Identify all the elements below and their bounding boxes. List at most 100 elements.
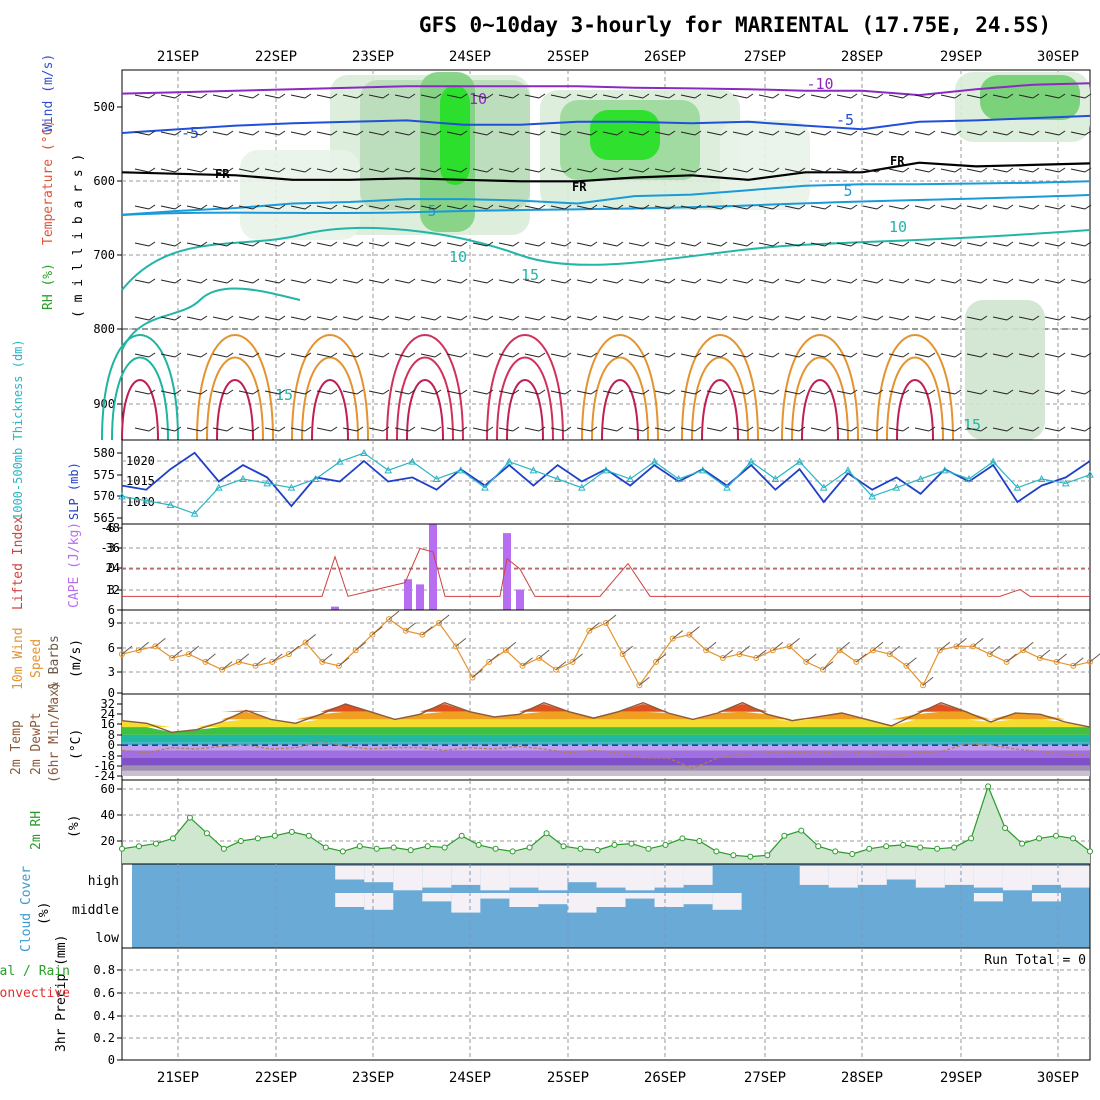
rh-shade [965, 300, 1045, 440]
wind-barb [862, 242, 878, 247]
wind-barb [772, 389, 780, 395]
wind-barb [1044, 168, 1060, 173]
cape-bar [416, 584, 424, 610]
wind-barb [689, 626, 700, 636]
rh-marker [917, 844, 924, 851]
wind-barb [174, 241, 182, 247]
wind-barb [446, 390, 462, 395]
wind-barb [434, 93, 442, 99]
wind-barb [1018, 316, 1034, 321]
rh-marker [390, 844, 397, 851]
wind-barb [382, 93, 390, 99]
temp-contour [406, 379, 444, 441]
wind-barb [694, 278, 702, 284]
wind-barb [134, 390, 150, 395]
wind-barb [200, 278, 208, 284]
wind-barb [356, 315, 364, 321]
wind-barb [732, 390, 748, 395]
wind-barb [850, 278, 858, 284]
wind-barb [836, 168, 852, 173]
wind-barb [174, 426, 182, 432]
wind-barb [356, 130, 364, 136]
wind-barb [862, 205, 878, 210]
speed-marker [653, 658, 660, 665]
top-day-label: 23SEP [352, 49, 394, 65]
bottom-day-label: 28SEP [841, 1070, 883, 1086]
wind-barb [472, 669, 483, 678]
precip-ylabels: 3hr Precip (mm) Total / Rain Convective … [0, 935, 1086, 1052]
contour-label: -10 [806, 75, 833, 93]
wind-barb [862, 353, 878, 358]
wind-barb [1032, 241, 1040, 247]
wind-barb [940, 205, 956, 210]
wind-barb [902, 130, 910, 136]
rh-marker [951, 844, 958, 851]
wind-barb [602, 390, 618, 395]
wind-barb [940, 353, 956, 358]
wind-barb [654, 205, 670, 210]
wind-barb [564, 352, 572, 358]
temp-contour [791, 356, 849, 441]
wind-barb [226, 389, 234, 395]
wind-barb [720, 204, 728, 210]
wind-barb [304, 130, 312, 136]
wind-barb [798, 167, 806, 173]
wind-barb [382, 389, 390, 395]
rh-marker [934, 845, 941, 852]
wind-barb [1018, 168, 1034, 173]
wind-barb [488, 653, 500, 663]
wind-barb [564, 130, 572, 136]
wind-barb [330, 241, 338, 247]
speed-marker [1020, 647, 1027, 654]
wind-barb [622, 645, 634, 655]
wind-barb [876, 130, 884, 136]
wind-barb [512, 426, 520, 432]
wind-barb [992, 279, 1008, 284]
wind-barb [680, 131, 696, 136]
wind-barb [155, 637, 166, 647]
freezing-label: FR [572, 180, 587, 194]
cloud-clear-cell [422, 866, 452, 888]
wind-barb [992, 168, 1008, 173]
wind-barb [238, 316, 254, 321]
wind-barb [902, 426, 910, 432]
wind-barb [550, 353, 566, 358]
speed-marker [769, 647, 776, 654]
wind-barb [902, 241, 910, 247]
wind-barb [186, 94, 202, 99]
wind-barb [576, 131, 592, 136]
wind-barb [1044, 316, 1060, 321]
wind-barb [720, 426, 728, 432]
temp-contour [701, 379, 739, 441]
wind-barb [264, 427, 280, 432]
wind-barb [928, 204, 936, 210]
wind-barb [486, 93, 494, 99]
wind-barb [616, 389, 624, 395]
wind-barb [954, 130, 962, 136]
wind-barb [966, 353, 982, 358]
wind-barb [668, 426, 676, 432]
slp-tick-label: 1020 [126, 454, 155, 468]
wind-barb [902, 352, 910, 358]
wind-barb [1044, 205, 1060, 210]
thickness-marker [311, 474, 320, 482]
wind-barb [382, 241, 390, 247]
wind-barb [992, 205, 1008, 210]
millibars-label: ( m i l l i b a r s ) [71, 154, 86, 318]
wind-barb [186, 242, 202, 247]
wind-barb [264, 279, 280, 284]
wind-barb [758, 205, 774, 210]
thickness-marker [602, 466, 610, 474]
rh-marker [781, 832, 788, 839]
wind-barb [642, 241, 650, 247]
wind-barb [524, 94, 540, 99]
contour-label: 15 [521, 266, 539, 284]
wind-barb [966, 390, 982, 395]
wind-barb [538, 352, 546, 358]
wind-barb [784, 390, 800, 395]
wind-barb [616, 204, 624, 210]
wind-barb [472, 131, 488, 136]
upper-air-ylabels: RH (%) Temperature (°C) Wind (m/s) ( m i… [41, 54, 86, 318]
wind-barb [356, 352, 364, 358]
cloud-clear-cell [364, 866, 394, 883]
